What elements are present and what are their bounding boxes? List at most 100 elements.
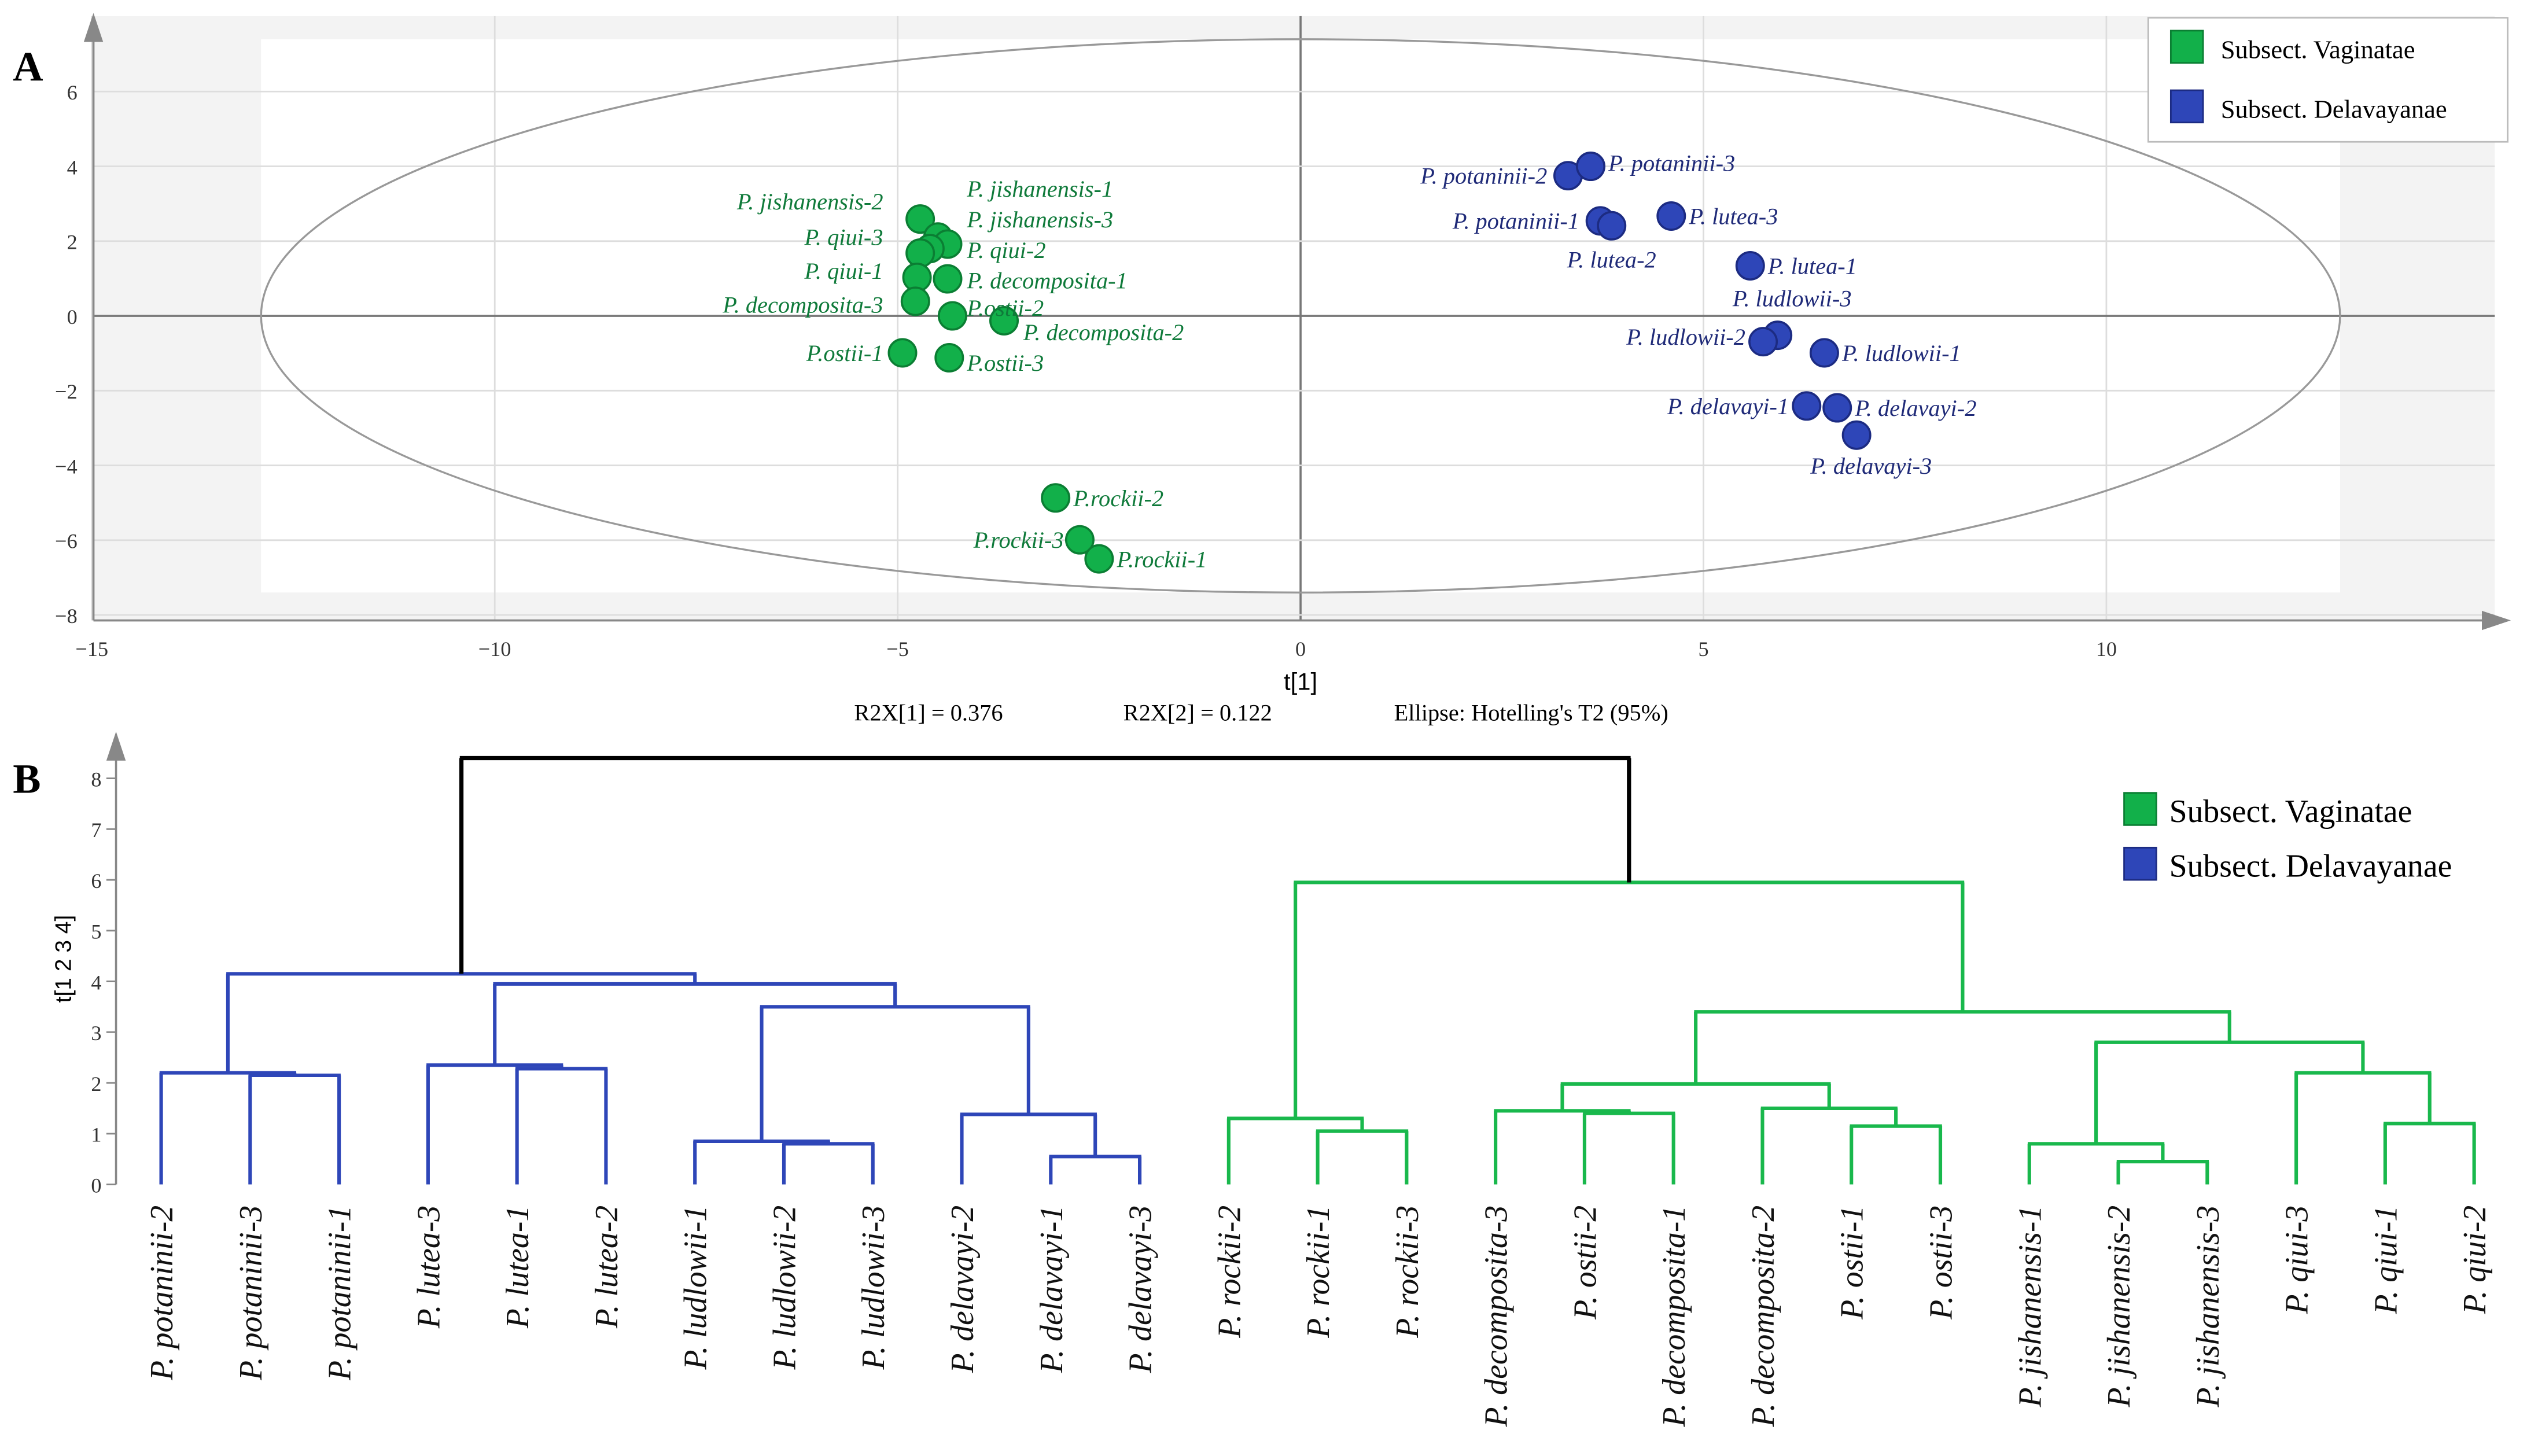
data-point bbox=[1576, 152, 1605, 182]
point-label: P. potaninii-1 bbox=[1452, 208, 1579, 234]
y-tick-label: 6 bbox=[91, 869, 101, 893]
data-point bbox=[1841, 420, 1872, 450]
data-point bbox=[1809, 338, 1839, 368]
leaf-label: P. jishanensis-1 bbox=[2012, 1206, 2048, 1408]
y-tick-label: 2 bbox=[67, 231, 78, 254]
y-tick-label: 7 bbox=[91, 819, 101, 842]
dendrogram-y-label: t[1 2 3 4] bbox=[51, 915, 76, 1003]
leaf-label: P. delavayi-2 bbox=[945, 1206, 981, 1374]
leaf-label: P. decomposita-2 bbox=[1745, 1206, 1781, 1428]
y-tick-label: 3 bbox=[91, 1022, 101, 1045]
point-label: P. delavayi-3 bbox=[1810, 453, 1932, 479]
leaf-label: P. potaninii-3 bbox=[233, 1206, 269, 1381]
point-label: P. qiui-2 bbox=[966, 237, 1045, 263]
leaf-label: P. rockii-2 bbox=[1211, 1206, 1247, 1339]
y-tick-label: −6 bbox=[55, 530, 78, 553]
point-label: P. ludlowii-3 bbox=[1732, 285, 1852, 311]
x-axis-arrow-icon bbox=[2482, 610, 2511, 631]
data-point bbox=[1822, 393, 1852, 423]
point-label: P.ostii-2 bbox=[966, 295, 1044, 321]
data-point bbox=[1597, 211, 1627, 241]
leaf-label: P. qiui-2 bbox=[2457, 1206, 2493, 1315]
x-axis-label: t[1] bbox=[1284, 668, 1317, 695]
data-point bbox=[1748, 327, 1778, 357]
score-plot: −15 −10 −5 0 5 10 −8 −6 −4 −2 0 2 4 6 P. jishanensis-2… bbox=[55, 13, 2511, 661]
point-label: P. delavayi-2 bbox=[1854, 395, 1976, 421]
x-tick-label: 10 bbox=[2096, 637, 2117, 661]
point-label: P. jishanensis-1 bbox=[966, 176, 1113, 202]
point-label: P.rockii-1 bbox=[1117, 547, 1207, 573]
leaf-label: P. ludlowii-3 bbox=[856, 1206, 892, 1370]
leaf-label: P. lutea-2 bbox=[589, 1206, 625, 1329]
leaf-label: P. rockii-3 bbox=[1390, 1206, 1425, 1339]
point-label: P.rockii-3 bbox=[973, 527, 1064, 553]
point-label: P. lutea-3 bbox=[1688, 203, 1778, 229]
point-label: P. qiui-3 bbox=[804, 224, 883, 250]
x-tick-label: 0 bbox=[1295, 637, 1306, 661]
dendrogram-y-arrow-icon bbox=[106, 731, 126, 761]
point-label: P. lutea-1 bbox=[1767, 253, 1857, 279]
legend-swatch bbox=[2169, 30, 2204, 64]
r2x2-label: R2X[2] = 0.122 bbox=[1123, 699, 1272, 725]
panel-label-b: B bbox=[13, 755, 40, 802]
leaf-label: P. decomposita-3 bbox=[1479, 1206, 1515, 1428]
point-label: P. delavayi-1 bbox=[1667, 393, 1789, 419]
legend-label: Subsect. Delavayanae bbox=[2169, 848, 2452, 884]
data-point bbox=[1084, 544, 1114, 574]
leaf-label: P. ludlowii-1 bbox=[678, 1206, 714, 1370]
leaf-label: P. jishanensis-3 bbox=[2190, 1206, 2226, 1408]
series-vaginatae: P. jishanensis-2 P. jishanensis-1 P. jisha… bbox=[722, 176, 1207, 574]
y-tick-label: 2 bbox=[91, 1072, 101, 1096]
y-tick-label: −2 bbox=[55, 380, 78, 403]
x-tick-label: −10 bbox=[478, 637, 511, 661]
data-point bbox=[1656, 201, 1686, 231]
legend-swatch bbox=[2169, 89, 2204, 124]
data-point bbox=[1735, 250, 1765, 281]
legend-label: Subsect. Vaginatae bbox=[2221, 35, 2415, 64]
point-label: P. potaninii-2 bbox=[1420, 163, 1547, 189]
y-tick-label: −8 bbox=[55, 604, 78, 628]
data-point bbox=[905, 204, 935, 234]
data-point bbox=[905, 238, 935, 268]
y-tick-label: 0 bbox=[91, 1174, 101, 1197]
point-label: P. decomposita-3 bbox=[722, 292, 883, 318]
point-label: P. jishanensis-3 bbox=[966, 207, 1113, 233]
y-tick-label: 0 bbox=[67, 305, 78, 329]
leaf-label: P. qiui-3 bbox=[2279, 1206, 2315, 1315]
leaf-label: P. potaninii-1 bbox=[322, 1206, 358, 1381]
y-tick-label: 6 bbox=[67, 81, 78, 104]
data-point bbox=[1041, 483, 1071, 513]
r2x1-label: R2X[1] = 0.376 bbox=[854, 699, 1003, 725]
point-label: P. ludlowii-1 bbox=[1841, 340, 1961, 366]
leaf-label: P. lutea-1 bbox=[500, 1206, 536, 1329]
leaf-label: P. ostii-1 bbox=[1835, 1206, 1870, 1320]
y-tick-label: 4 bbox=[91, 971, 101, 994]
legend-a: Subsect. Vaginatae Subsect. Delavayanae bbox=[2147, 17, 2508, 143]
series-delavayanae: P. potaninii-2 P. potaninii-3 P. potaninii… bbox=[1420, 150, 1976, 479]
point-label: P. ludlowii-2 bbox=[1626, 324, 1745, 350]
legend-b: Subsect. Vaginatae Subsect. Delavayanae bbox=[2123, 792, 2452, 884]
legend-box bbox=[2147, 17, 2508, 143]
legend-swatch bbox=[2123, 792, 2157, 826]
leaf-label: P. delavayi-1 bbox=[1034, 1206, 1070, 1374]
leaf-label: P. potaninii-2 bbox=[144, 1206, 180, 1381]
y-tick-label: 5 bbox=[91, 920, 101, 943]
leaf-label: P. ostii-2 bbox=[1567, 1206, 1603, 1320]
leaf-label: P. decomposita-1 bbox=[1656, 1206, 1692, 1428]
leaf-label: P. ludlowii-2 bbox=[767, 1206, 802, 1370]
y-tick-label: 1 bbox=[91, 1123, 101, 1147]
leaf-label: P. lutea-3 bbox=[411, 1206, 447, 1329]
point-label: P. potaninii-3 bbox=[1608, 150, 1735, 176]
leaf-label: P. qiui-1 bbox=[2368, 1206, 2404, 1315]
dendrogram: 0 1 2 3 4 5 6 7 8 P. potaninii-2 P. potaninii-3 P. … bbox=[91, 731, 2493, 1428]
point-label: P. jishanensis-2 bbox=[736, 189, 883, 215]
data-point bbox=[937, 301, 967, 331]
point-label: P. decomposita-2 bbox=[1023, 319, 1184, 345]
y-tick-label: −4 bbox=[55, 455, 78, 478]
x-tick-label: 5 bbox=[1698, 637, 1708, 661]
data-point bbox=[1792, 391, 1822, 421]
data-point bbox=[989, 305, 1019, 336]
data-point bbox=[933, 264, 963, 294]
y-axis-arrow-icon bbox=[83, 13, 104, 42]
